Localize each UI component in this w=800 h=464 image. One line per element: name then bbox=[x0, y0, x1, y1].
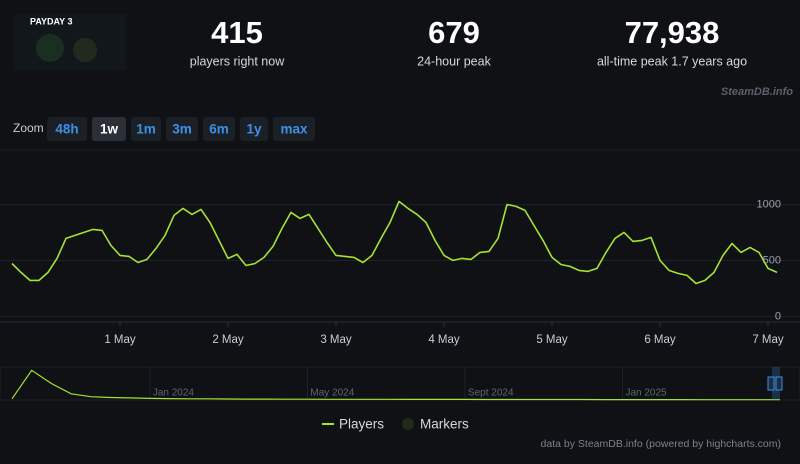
legend-entry[interactable]: Players bbox=[322, 417, 384, 432]
zoom-button[interactable]: 3m bbox=[166, 117, 198, 141]
x-tick-label: 4 May bbox=[428, 334, 460, 346]
stat-value: 679 bbox=[428, 15, 480, 50]
zoom-button-label[interactable]: 1m bbox=[136, 122, 156, 137]
zoom-button[interactable]: max bbox=[273, 117, 315, 141]
legend-label[interactable]: Players bbox=[339, 417, 384, 432]
zoom-button-bg[interactable] bbox=[47, 117, 87, 141]
zoom-button-bg[interactable] bbox=[240, 117, 268, 141]
navigator-handle[interactable] bbox=[775, 376, 783, 391]
x-tick-label: 1 May bbox=[104, 334, 136, 346]
x-tick-label: 6 May bbox=[644, 334, 676, 346]
navigator-label: Jan 2025 bbox=[625, 388, 667, 399]
zoom-button[interactable]: 6m bbox=[203, 117, 235, 141]
navigator-line bbox=[11, 369, 780, 401]
thumbnail-art bbox=[36, 34, 64, 62]
legend-symbol[interactable] bbox=[402, 418, 414, 430]
zoom-button-label[interactable]: max bbox=[280, 122, 308, 137]
zoom-button-label[interactable]: 6m bbox=[209, 122, 229, 137]
y-tick-label: 500 bbox=[763, 254, 781, 266]
y-tick-label: 0 bbox=[775, 310, 781, 322]
zoom-label: Zoom bbox=[13, 121, 44, 135]
series-line bbox=[11, 200, 778, 285]
zoom-button-bg[interactable] bbox=[203, 117, 235, 141]
zoom-button-label[interactable]: 3m bbox=[172, 122, 192, 137]
game-logo: PAYDAY 3 bbox=[30, 16, 73, 26]
plot: 0 500 1000 1 May 2 May 3 May 4 May 5 May 6 May 7 … bbox=[0, 149, 800, 346]
zoom-button[interactable]: 1y bbox=[240, 117, 268, 141]
zoom-buttons: 48h 1w 1m 3m 6m 1y max bbox=[47, 117, 315, 141]
zoom-button-bg[interactable] bbox=[273, 117, 315, 141]
thumbnail-art bbox=[73, 38, 97, 62]
x-tick-label: 7 May bbox=[752, 334, 784, 346]
navigator-handle[interactable] bbox=[767, 376, 775, 391]
zoom-button[interactable]: 48h bbox=[47, 117, 87, 141]
zoom-button-bg[interactable] bbox=[166, 117, 198, 141]
watermark: SteamDB.info bbox=[721, 86, 793, 98]
zoom-button-label[interactable]: 1y bbox=[246, 122, 262, 137]
stat-value: 77,938 bbox=[625, 15, 720, 50]
game-thumbnail bbox=[14, 14, 126, 70]
legend-label[interactable]: Markers bbox=[420, 417, 469, 432]
stat-value: 415 bbox=[211, 15, 263, 50]
zoom-button-bg[interactable] bbox=[131, 117, 161, 141]
stat-label: 24-hour peak bbox=[417, 54, 491, 68]
zoom-button-label[interactable]: 1w bbox=[100, 122, 119, 137]
zoom-button[interactable]: 1w bbox=[92, 117, 126, 141]
stat-label: all-time peak 1.7 years ago bbox=[597, 54, 747, 68]
navigator-label: Jan 2024 bbox=[153, 388, 195, 399]
x-tick-label: 2 May bbox=[212, 334, 244, 346]
y-tick-label: 1000 bbox=[757, 199, 781, 211]
x-tick-label: 3 May bbox=[320, 334, 352, 346]
legend: Players Markers bbox=[322, 417, 469, 432]
credit: data by SteamDB.info (powered by highcha… bbox=[541, 438, 781, 450]
navigator-bg bbox=[0, 366, 800, 401]
navigator-label: May 2024 bbox=[310, 388, 354, 399]
zoom-button[interactable]: 1m bbox=[131, 117, 161, 141]
legend-entry[interactable]: Markers bbox=[402, 417, 469, 432]
zoom-button-bg[interactable] bbox=[92, 117, 126, 141]
navigator: Jan 2024 May 2024 Sept 2024 Jan 2025 bbox=[0, 366, 800, 401]
x-tick-label: 5 May bbox=[536, 334, 568, 346]
stat-label: players right now bbox=[190, 54, 285, 68]
zoom-button-label[interactable]: 48h bbox=[55, 122, 78, 137]
navigator-label: Sept 2024 bbox=[468, 388, 514, 399]
